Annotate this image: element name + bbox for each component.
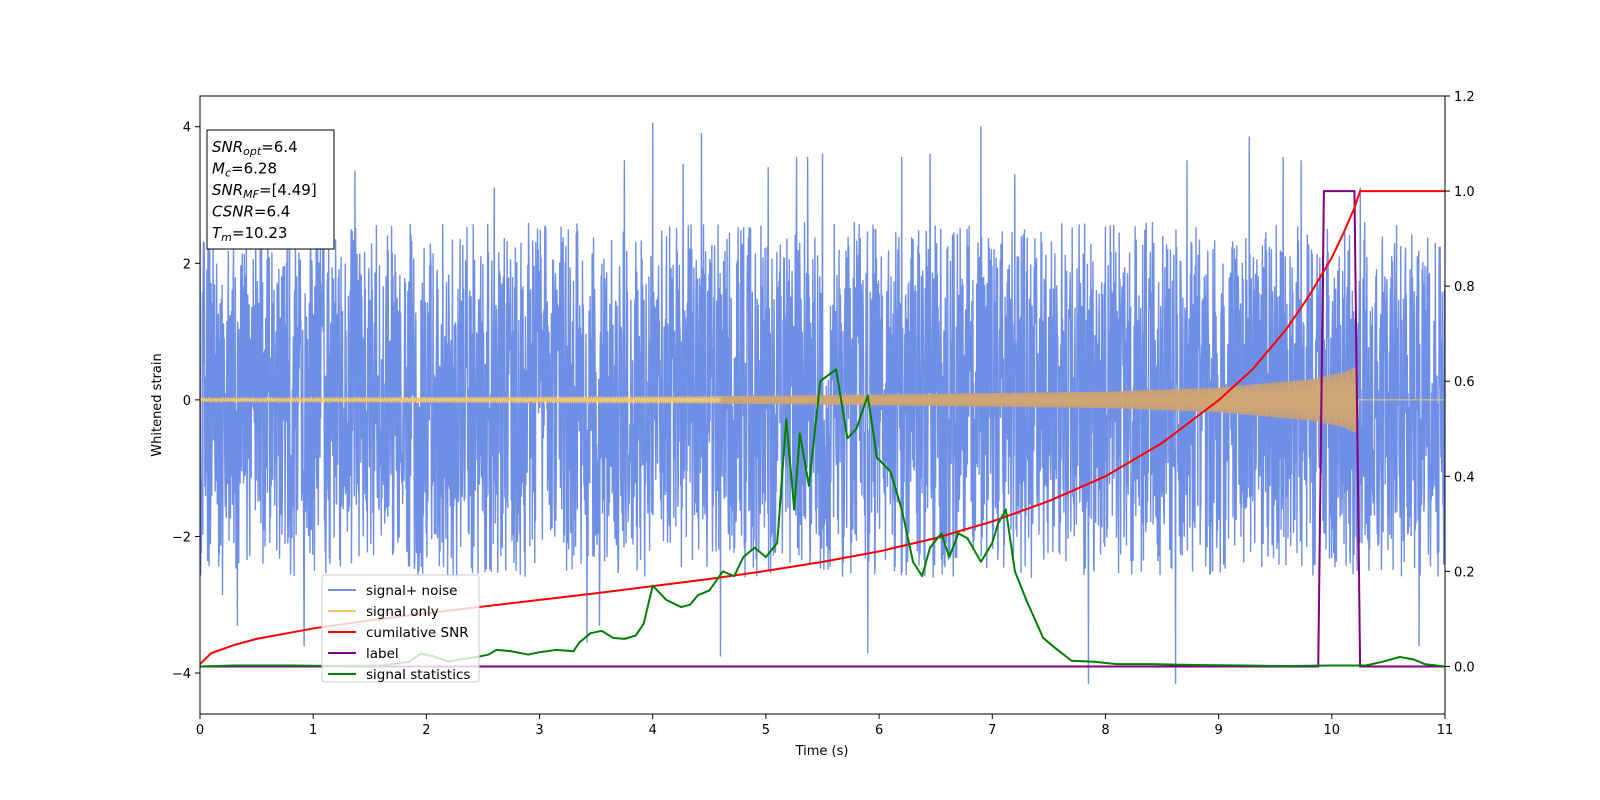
y-tick-label: 4 <box>183 121 191 136</box>
annotation-subscript: opt <box>243 145 262 158</box>
legend-label: signal+ noise <box>366 583 457 599</box>
y-tick-label: −2 <box>172 530 191 545</box>
annotation-symbol: T <box>212 224 223 242</box>
plot-frame <box>199 95 1446 715</box>
legend-label: signal statistics <box>366 667 470 683</box>
annotation-box-frame <box>206 129 335 250</box>
y2-tick-label: 1.0 <box>1454 185 1475 200</box>
y2-tick-label: 0.4 <box>1454 470 1475 485</box>
annotation-symbol: SNR <box>212 181 243 199</box>
annotation-symbol: CSNR <box>212 203 254 221</box>
y-axis-left: 4 2 0 −2 −4 <box>172 121 200 682</box>
annotation-symbol: M <box>212 160 225 178</box>
y2-tick-label: 0.6 <box>1454 375 1475 390</box>
annotation-subscript: MF <box>243 188 259 201</box>
annotation-value: =6.28 <box>231 160 277 178</box>
series-signal-only-envelope <box>720 365 1358 435</box>
x-tick-label: 8 <box>1101 723 1109 738</box>
annotation-value: =6.4 <box>261 138 297 156</box>
annotation-subscript: m <box>221 231 232 244</box>
series-signal-noise <box>200 122 1445 684</box>
x-tick-label: 7 <box>988 723 996 738</box>
x-tick-label: 5 <box>762 723 770 738</box>
y-axis-right: 1.2 1.0 0.8 0.6 0.4 0.2 0.0 <box>1445 90 1475 675</box>
series-label <box>200 190 1445 668</box>
annotation-value: =6.4 <box>254 203 290 221</box>
series-signal-statistics <box>200 368 1445 668</box>
x-tick-label: 0 <box>196 723 204 738</box>
legend-label: cumilative SNR <box>366 625 469 641</box>
y-axis-label: Whitened strain <box>150 353 165 456</box>
annotation-value: =10.23 <box>232 224 288 242</box>
legend: signal+ noise signal only cumilative SNR la… <box>321 574 480 683</box>
annotation-line: Mc=6.28 <box>212 160 277 180</box>
legend-label: signal only <box>366 604 439 620</box>
y2-tick-label: 0.2 <box>1454 565 1475 580</box>
x-tick-label: 11 <box>1437 723 1454 738</box>
annotation-subscript: c <box>225 167 231 180</box>
annotation-line: Tm=10.23 <box>212 224 287 244</box>
annotation-value: =[4.49] <box>259 181 317 199</box>
annotation-symbol: SNR <box>212 138 243 156</box>
x-tick-label: 1 <box>309 723 317 738</box>
legend-label: label <box>366 646 399 662</box>
x-tick-label: 3 <box>535 723 543 738</box>
legend-frame <box>321 574 480 683</box>
y2-tick-label: 0.8 <box>1454 280 1475 295</box>
x-axis: 0 1 2 3 4 5 6 7 8 9 10 11 <box>196 714 1453 738</box>
y-tick-label: −4 <box>172 667 191 682</box>
x-tick-label: 10 <box>1324 723 1341 738</box>
annotation-line: SNRopt=6.4 <box>212 138 298 158</box>
x-tick-label: 2 <box>422 723 430 738</box>
y-tick-label: 2 <box>183 257 191 272</box>
y2-tick-label: 0.0 <box>1454 660 1475 675</box>
annotation-line: CSNR=6.4 <box>212 203 290 221</box>
annotation-line: SNRMF=[4.49] <box>212 181 317 201</box>
parameter-annotation-box: SNRopt=6.4Mc=6.28SNRMF=[4.49]CSNR=6.4Tm=… <box>206 129 335 250</box>
x-tick-label: 9 <box>1214 723 1222 738</box>
x-tick-label: 4 <box>649 723 657 738</box>
x-tick-label: 6 <box>875 723 883 738</box>
y2-tick-label: 1.2 <box>1454 90 1475 105</box>
x-axis-label: Time (s) <box>795 744 849 759</box>
y-tick-label: 0 <box>183 394 191 409</box>
